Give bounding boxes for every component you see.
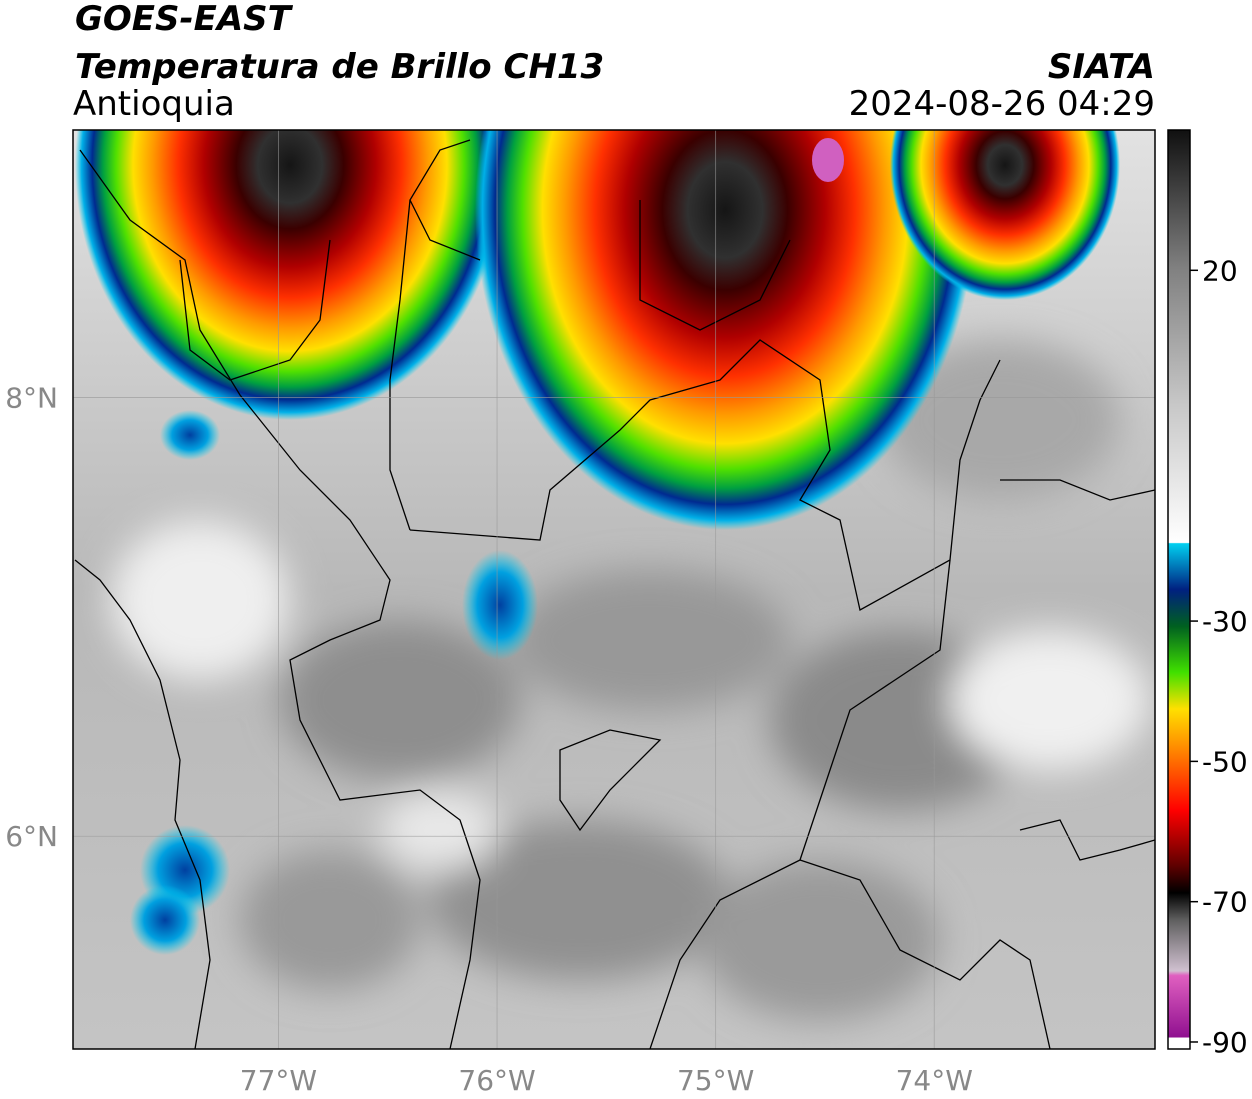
- colorbar-tick-label: -30: [1202, 605, 1248, 638]
- graticule: [73, 130, 1155, 1049]
- storm-cell: [75, 130, 505, 420]
- storm-cell: [890, 130, 1120, 300]
- colorbar: [1167, 129, 1191, 1050]
- title: GOES-EAST: [75, 0, 294, 39]
- borders: [74, 139, 1155, 1049]
- region: Antioquia: [73, 84, 235, 124]
- colorbar-tick-label: -90: [1202, 1026, 1248, 1059]
- imagery: [73, 130, 1155, 1049]
- storm-cell: [475, 130, 975, 530]
- datetime: 2024-08-26 04:29: [849, 84, 1155, 124]
- cold-cloud: [462, 550, 538, 660]
- map-frame: [72, 129, 1156, 1050]
- x-tick-label: 77°W: [240, 1064, 317, 1097]
- subtitle: Temperatura de Brillo CH13: [75, 47, 604, 87]
- x-tick-label: 76°W: [458, 1064, 535, 1097]
- colorbar-tick-label: -50: [1202, 745, 1248, 778]
- cloud-texture: [110, 340, 1150, 1020]
- cold-cloud: [160, 410, 220, 460]
- source: SIATA: [1048, 47, 1155, 87]
- colorbar-tick-label: 20: [1202, 254, 1238, 287]
- x-tick-label: 74°W: [896, 1064, 973, 1097]
- x-tick-label: 75°W: [677, 1064, 754, 1097]
- colorbar-tick-label: -70: [1202, 886, 1248, 919]
- cold-core: [812, 138, 844, 182]
- y-tick-label: 6°N: [5, 820, 58, 853]
- cold-cloud: [130, 885, 200, 955]
- y-tick-label: 8°N: [5, 382, 58, 415]
